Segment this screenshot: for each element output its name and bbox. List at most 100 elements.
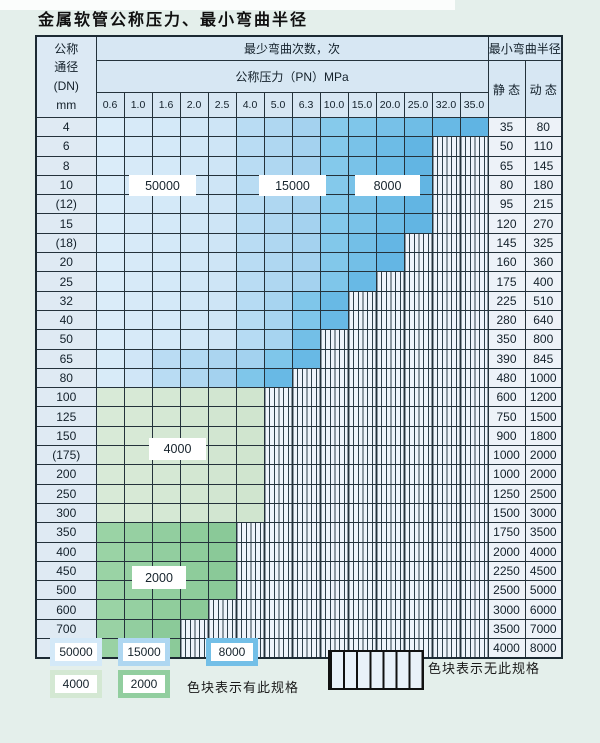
static-value: 95 [487,194,526,215]
spec-cell-15000 [263,213,293,234]
no-spec-cell [431,348,461,369]
spec-cell-8000 [291,290,321,311]
dynamic-value: 3500 [524,522,563,543]
spec-cell-50000 [179,252,209,273]
spec-cell-2000 [207,522,237,543]
spec-cell-15000 [235,348,265,369]
no-spec-cell [263,599,293,620]
band-label-4000: 4000 [149,438,206,460]
no-spec-cell [263,483,293,504]
no-spec-cell [319,445,349,466]
no-spec-cell [235,618,265,640]
dn-cell: 40 [35,309,97,331]
spec-cell-50000 [151,194,181,215]
spec-cell-15000 [263,136,293,157]
spec-cell-15000 [291,194,321,215]
no-spec-cell [403,464,433,485]
spec-cell-8000 [319,213,349,234]
spec-cell-2000 [179,541,209,562]
no-spec-cell [347,425,377,447]
no-spec-cell [431,638,461,659]
spec-cell-50000 [123,290,153,311]
no-spec-cell [431,522,461,543]
spec-cell-4000 [151,387,181,408]
spec-cell-50000 [123,116,153,138]
spec-cell-15000 [207,348,237,369]
dn-cell: 250 [35,483,97,504]
spec-cell-50000 [207,116,237,138]
table-row: 80 480 1000 [35,367,563,389]
spec-cell-15000 [235,194,265,215]
no-spec-cell [263,541,293,562]
no-spec-cell [263,580,293,601]
no-spec-cell [431,271,461,292]
static-value: 2250 [487,560,526,582]
dn-cell: (18) [35,232,97,254]
no-spec-cell [319,483,349,504]
dn-cell: 80 [35,367,97,389]
pressure-col-header: 6.3 [291,92,321,118]
dn-cell: 15 [35,213,97,234]
no-spec-cell [347,522,377,543]
spec-cell-2000 [151,618,181,640]
no-spec-cell [263,638,293,659]
spec-cell-15000 [235,155,265,176]
spec-cell-8000 [347,116,377,138]
spec-cell-15000 [207,367,237,389]
no-spec-cell [403,309,433,331]
static-value: 225 [487,290,526,311]
spec-cell-50000 [123,213,153,234]
spec-cell-4000 [235,483,265,504]
spec-cell-15000 [263,155,293,176]
spec-cell-50000 [95,136,125,157]
spec-cell-50000 [123,155,153,176]
no-spec-cell [431,194,461,215]
no-spec-cell [403,599,433,620]
table-row: 65 390 845 [35,348,563,369]
dn-cell: (12) [35,194,97,215]
dynamic-value: 5000 [524,580,563,601]
dn-cell: 4 [35,116,97,138]
table-row: 300 1500 3000 [35,502,563,524]
no-spec-cell [459,252,489,273]
spec-cell-50000 [95,116,125,138]
pressure-col-header: 15.0 [347,92,377,118]
no-spec-cell [347,367,377,389]
dynamic-value: 845 [524,348,563,369]
pressure-col-header: 0.6 [95,92,125,118]
pressure-col-header: 1.6 [151,92,181,118]
no-spec-cell [235,599,265,620]
spec-cell-2000 [95,580,125,601]
no-spec-cell [403,348,433,369]
spec-cell-50000 [179,213,209,234]
no-spec-cell [263,560,293,582]
spec-cell-4000 [123,406,153,427]
spec-cell-50000 [207,290,237,311]
no-spec-cell [319,348,349,369]
no-spec-cell [347,618,377,640]
spec-cell-50000 [151,232,181,254]
spec-cell-4000 [123,387,153,408]
spec-cell-4000 [95,387,125,408]
no-spec-cell [459,348,489,369]
spec-cell-15000 [263,194,293,215]
spec-cell-8000 [375,136,405,157]
no-spec-cell [291,599,321,620]
spec-cell-4000 [235,425,265,447]
spec-cell-4000 [95,425,125,447]
spec-cell-8000 [375,213,405,234]
table-row: 500 2500 5000 [35,580,563,601]
no-spec-cell [431,252,461,273]
no-spec-cell [431,367,461,389]
no-spec-cell [291,618,321,640]
table-row: 50 350 800 [35,329,563,350]
spec-cell-15000 [235,136,265,157]
spec-cell-15000 [235,290,265,311]
spec-cell-50000 [207,271,237,292]
dn-cell: 400 [35,541,97,562]
dynamic-value: 510 [524,290,563,311]
spec-cell-8000 [431,116,461,138]
no-spec-cell [459,309,489,331]
table-row: 250 1250 2500 [35,483,563,504]
dn-header-line1: 公称 [54,41,79,56]
